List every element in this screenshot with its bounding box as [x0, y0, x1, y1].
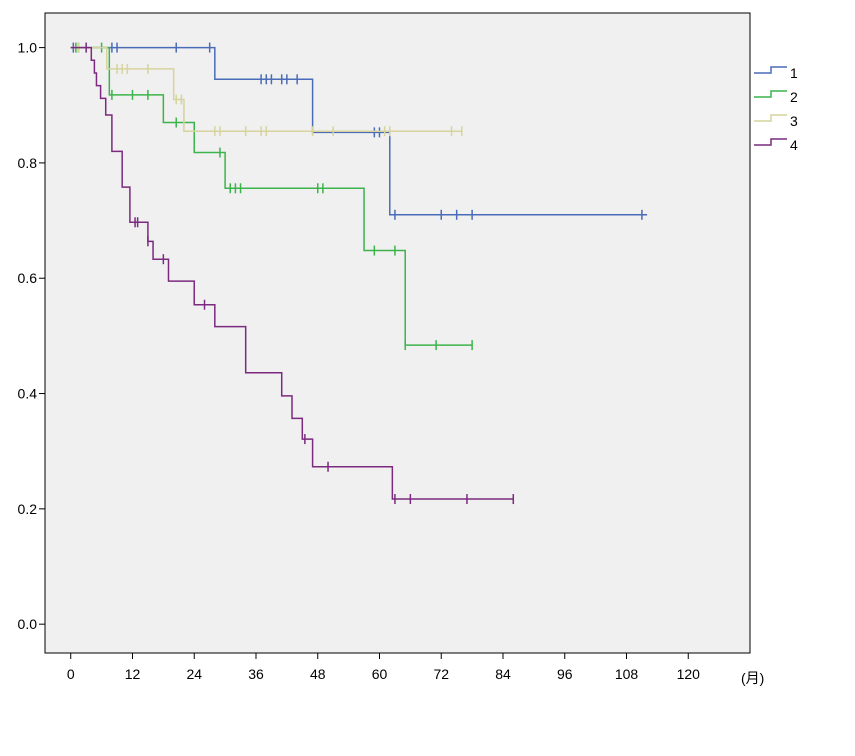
x-tick-label: 84 — [495, 666, 511, 682]
x-tick-label: 24 — [186, 666, 202, 682]
x-tick-label: 96 — [557, 666, 573, 682]
y-tick-label: 0.4 — [18, 386, 38, 402]
y-tick-label: 0.6 — [18, 270, 38, 286]
plot-area — [44, 12, 751, 654]
series-line-1 — [70, 46, 648, 216]
legend-label: 2 — [790, 89, 798, 105]
legend-label: 3 — [790, 113, 798, 129]
series-2 — [70, 42, 473, 351]
legend-label: 1 — [790, 65, 798, 81]
x-tick-label: 0 — [67, 666, 75, 682]
x-tick-label: 12 — [125, 666, 141, 682]
legend-swatch — [754, 66, 787, 74]
series-line-2 — [70, 46, 473, 346]
legend-swatch — [754, 90, 787, 98]
legend-swatch — [754, 114, 787, 122]
y-tick-label: 1.0 — [18, 40, 38, 56]
y-tick-label: 0.0 — [18, 616, 38, 632]
legend-label: 4 — [790, 137, 798, 153]
x-tick-label: 60 — [372, 666, 388, 682]
y-tick-label: 0.8 — [18, 155, 38, 171]
x-tick-label: 120 — [677, 666, 701, 682]
series-layer — [70, 42, 648, 505]
x-tick-label: 72 — [433, 666, 449, 682]
x-tick-label: 108 — [615, 666, 639, 682]
legend-entry-1: 1 — [754, 65, 798, 81]
axes: 0 12 24 36 48 60 72 84 96 108 120 0.0 0.2 0.4 0.6 0.8 1.… — [18, 40, 701, 682]
legend-entry-3: 3 — [754, 113, 798, 129]
x-tick-label: 48 — [310, 666, 326, 682]
legend-swatch — [754, 138, 787, 146]
series-4 — [70, 42, 515, 505]
legend-entry-4: 4 — [754, 137, 798, 153]
legend-entry-2: 2 — [754, 89, 798, 105]
x-axis-label: (月) — [741, 670, 764, 686]
legend: 1 2 3 4 — [754, 65, 798, 153]
y-tick-label: 0.2 — [18, 501, 38, 517]
series-line-4 — [70, 46, 514, 500]
x-tick-label: 36 — [248, 666, 264, 682]
series-line-3 — [70, 46, 462, 132]
